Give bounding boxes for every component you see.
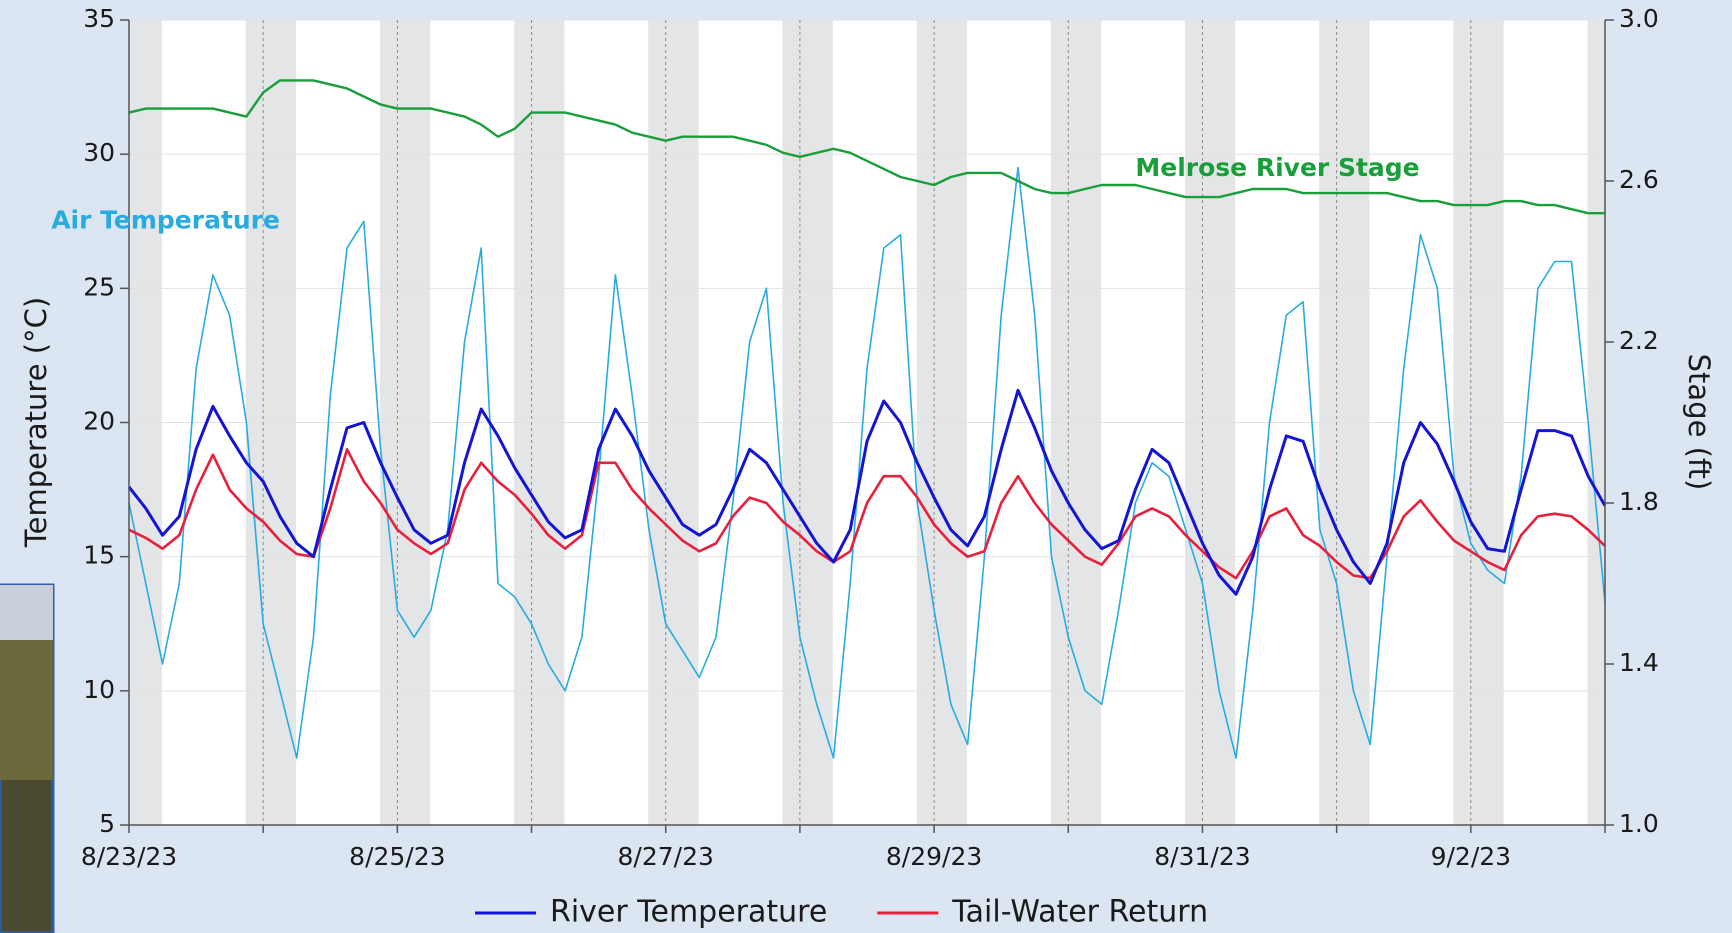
legend-label: River Temperature <box>550 895 827 930</box>
x-tick-label: 8/29/23 <box>886 842 982 871</box>
y-tick-label: 10 <box>83 675 115 704</box>
series-annotation: Melrose River Stage <box>1135 153 1419 182</box>
legend-label: Tail-Water Return <box>951 895 1208 930</box>
y2-tick-label: 3.0 <box>1619 4 1659 33</box>
y-tick-label: 5 <box>99 809 115 838</box>
photo-brush <box>0 640 53 780</box>
chart: 8/23/23 8/25/23 8/27/23 8/29/23 8/31/23 9/2/2… <box>0 0 1732 933</box>
y2-axis-title: Stage (ft) <box>1682 354 1716 491</box>
x-tick-label: 8/25/23 <box>349 842 445 871</box>
y-tick-label: 20 <box>83 407 115 436</box>
y-axis-title: Temperature (°C) <box>19 297 53 548</box>
y-tick-label: 30 <box>83 138 115 167</box>
y-tick-label: 15 <box>83 541 115 570</box>
series-annotation: Air Temperature <box>51 205 280 234</box>
y-tick-label: 35 <box>83 4 115 33</box>
x-tick-label: 8/31/23 <box>1154 842 1250 871</box>
y2-tick-label: 2.2 <box>1619 326 1659 355</box>
y-tick-label: 25 <box>83 272 115 301</box>
y2-tick-label: 1.4 <box>1619 648 1659 677</box>
page: {"chart_data": { "type": "line", "y_labe… <box>0 0 1732 933</box>
y2-tick-label: 2.6 <box>1619 165 1659 194</box>
x-tick-label: 8/27/23 <box>618 842 714 871</box>
y2-tick-label: 1.0 <box>1619 809 1659 838</box>
x-tick-label: 9/2/23 <box>1431 842 1511 871</box>
x-tick-label: 8/23/23 <box>81 842 177 871</box>
y2-tick-label: 1.8 <box>1619 487 1659 516</box>
